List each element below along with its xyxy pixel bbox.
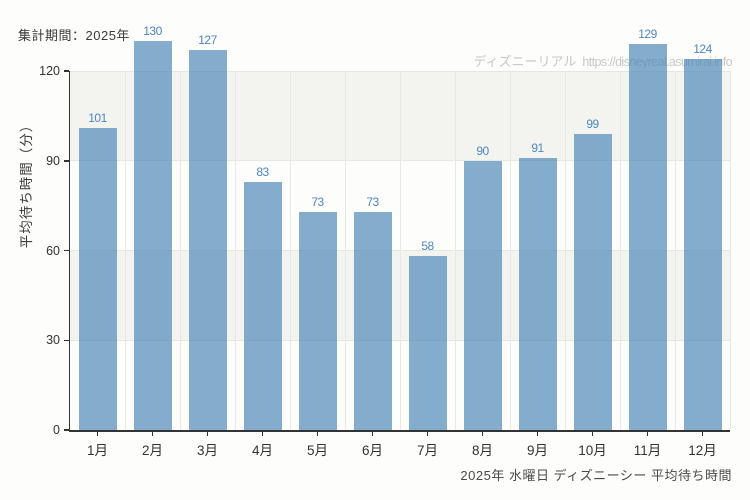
y-tick <box>64 339 69 341</box>
bar-value-label: 99 <box>586 116 599 131</box>
x-tick-label: 12月 <box>688 443 717 458</box>
x-tick <box>96 432 99 436</box>
bar <box>353 211 392 430</box>
x-tick <box>151 432 154 436</box>
x-tick <box>701 432 704 436</box>
watermark-site-name: ディズニーリアル <box>473 54 577 69</box>
x-tick <box>481 432 484 436</box>
y-tick-label: 60 <box>46 243 60 258</box>
bar-value-label: 58 <box>421 239 434 254</box>
horizontal-gridline <box>70 250 730 251</box>
x-tick-label: 6月 <box>361 443 383 458</box>
plot-area: 101 130 127 83 73 73 58 90 91 99 129 124 1月 2月 3月 4月 5月 6… <box>39 24 731 458</box>
y-tick <box>64 70 69 72</box>
x-tick-label: 8月 <box>471 443 493 458</box>
y-tick <box>64 429 69 431</box>
x-tick-label: 11月 <box>633 443 662 458</box>
x-tick <box>206 432 209 436</box>
horizontal-gridline <box>70 160 730 162</box>
bar <box>133 41 172 430</box>
bar-value-label: 83 <box>256 164 269 179</box>
bar <box>408 256 447 430</box>
y-tick-label: 0 <box>53 423 60 437</box>
vertical-gridline <box>729 71 731 430</box>
x-tick-label: 7月 <box>416 443 438 458</box>
y-tick <box>64 249 69 252</box>
horizontal-gridline <box>70 339 730 341</box>
bar <box>243 181 282 430</box>
bar-value-label: 91 <box>531 140 544 155</box>
bar <box>188 50 227 430</box>
chart-caption: 2025年 水曜日 ディズニーシー 平均待ち時間 <box>460 468 732 483</box>
x-tick-label: 3月 <box>196 443 218 458</box>
y-tick-label: 90 <box>46 153 60 168</box>
y-tick-label: 120 <box>39 64 60 78</box>
bar-value-label: 90 <box>476 143 489 158</box>
bar-value-label: 73 <box>311 194 324 209</box>
x-tick <box>316 432 319 436</box>
bar <box>683 59 722 430</box>
x-tick <box>646 432 649 436</box>
bar <box>573 133 612 430</box>
bar <box>78 127 117 430</box>
x-tick <box>591 432 594 436</box>
x-tick <box>536 432 539 436</box>
y-axis-line <box>69 71 70 432</box>
x-tick-label: 4月 <box>251 443 273 458</box>
x-tick-label: 5月 <box>306 443 328 458</box>
x-tick-label: 9月 <box>526 443 548 458</box>
bar <box>628 44 667 430</box>
x-tick <box>261 432 264 436</box>
bar-value-label: 101 <box>88 110 107 125</box>
bar-value-label: 127 <box>198 33 217 48</box>
bar <box>463 160 502 430</box>
bar <box>518 157 557 430</box>
period-label: 集計期間：2025年 <box>18 28 130 43</box>
x-tick <box>426 432 429 436</box>
x-tick <box>371 432 374 436</box>
y-tick <box>64 160 69 162</box>
bar-value-label: 73 <box>366 194 379 209</box>
bar-value-label: 124 <box>693 42 712 57</box>
x-axis-line <box>69 430 730 432</box>
y-axis-title: 平均待ち時間（分） <box>19 117 34 249</box>
y-tick-label: 30 <box>46 333 60 348</box>
x-tick-label: 10月 <box>578 443 607 458</box>
bar-value-label: 129 <box>638 27 657 42</box>
horizontal-gridline <box>70 70 730 72</box>
bar-value-label: 130 <box>143 24 162 39</box>
x-tick-label: 1月 <box>86 443 108 458</box>
x-tick-label: 2月 <box>141 443 163 458</box>
bar <box>298 211 337 430</box>
